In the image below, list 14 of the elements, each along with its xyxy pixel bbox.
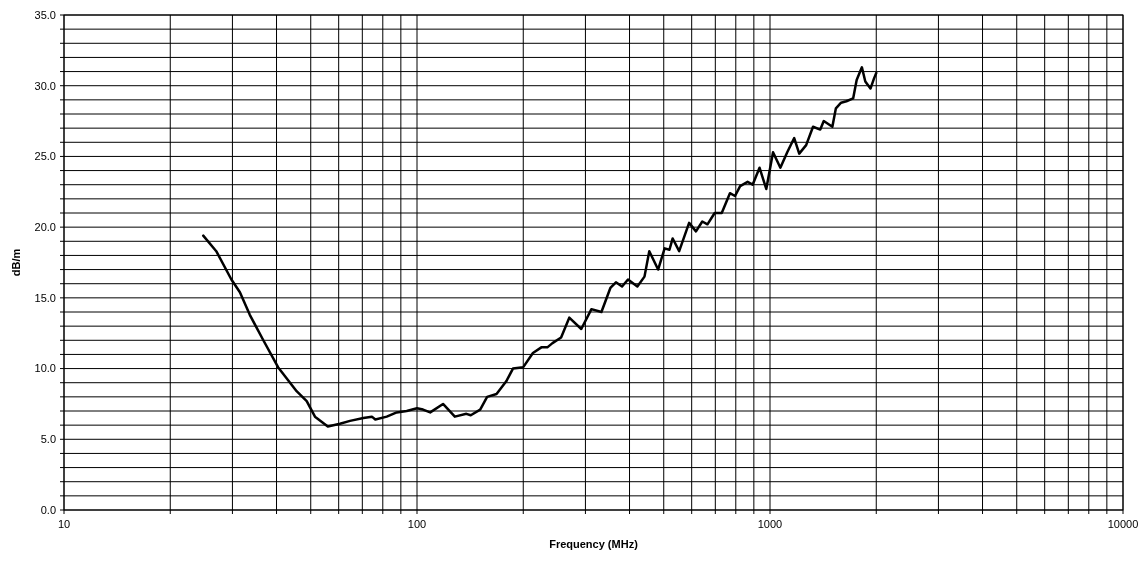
- y-tick-label: 0.0: [40, 503, 56, 516]
- y-tick-label: 5.0: [40, 433, 56, 446]
- x-axis-title: Frequency (MHz): [549, 538, 639, 550]
- y-tick-label: 15.0: [34, 291, 56, 304]
- x-tick-label: 1000: [757, 518, 783, 530]
- y-axis-title: dB/m: [10, 248, 22, 277]
- x-tick-label: 10: [57, 518, 71, 530]
- y-tick-label: 20.0: [34, 220, 56, 233]
- y-tick-label: 10.0: [34, 362, 56, 375]
- y-tick-label: 25.0: [34, 150, 56, 163]
- y-tick-label: 30.0: [34, 79, 56, 92]
- y-tick-label: 35.0: [34, 8, 56, 21]
- x-tick-label: 10000: [1107, 518, 1139, 530]
- x-tick-label: 100: [407, 518, 427, 530]
